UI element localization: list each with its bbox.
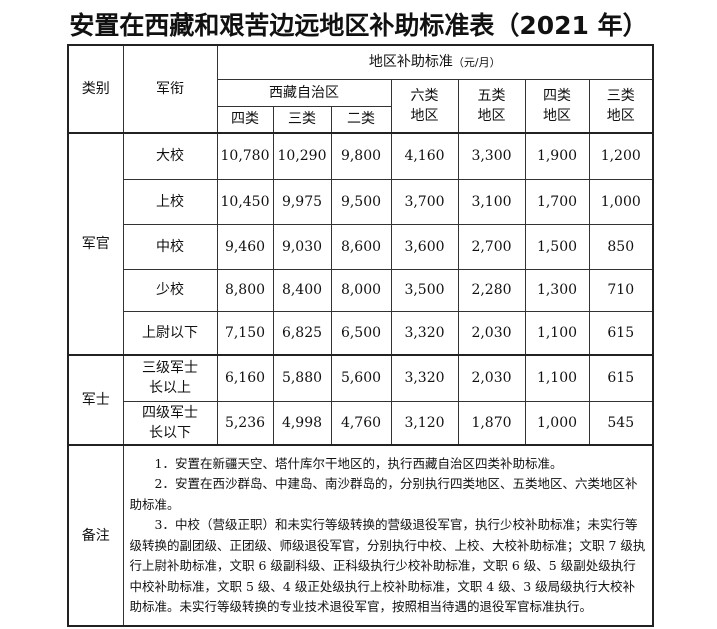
header-rank: 军衔: [122, 44, 218, 134]
rank-cell: 上尉以下: [122, 310, 218, 356]
value-cell: 6,160: [216, 354, 274, 402]
value-cell: 9,800: [330, 132, 392, 180]
value-cell: 5,236: [216, 400, 274, 446]
value-cell: 3,700: [390, 178, 459, 225]
table-row: 军士 三级军士长以上 6,160 5,880 5,600 3,320 2,030 1,100 6…: [67, 354, 654, 446]
header-tibet-3: 三类: [272, 105, 332, 134]
value-cell: 4,760: [330, 400, 392, 446]
value-cell: 5,600: [330, 354, 392, 402]
value-cell: 5,880: [272, 354, 332, 402]
rank-cell: 上校: [122, 178, 218, 225]
header-category: 类别: [67, 44, 124, 134]
value-cell: 545: [588, 400, 654, 446]
value-cell: 6,825: [272, 310, 332, 356]
value-cell: 3,100: [457, 178, 526, 225]
value-cell: 1,300: [524, 268, 590, 312]
value-cell: 3,600: [390, 223, 459, 270]
category-cell: 军官: [67, 132, 124, 356]
table-row: 少校 8,800 8,400 8,000 3,500 2,280 1,300 710: [68, 268, 654, 312]
value-cell: 710: [588, 268, 654, 312]
value-cell: 8,400: [272, 268, 332, 312]
subsidy-table: 类别 军衔 地区补助标准（元/月） 西藏自治区 六类 地区 五类 地区 四类 地…: [67, 44, 654, 627]
note-item: 3．中校（营级正职）和未实行等级转换的营级退役军官，执行少校补助标准；未实行等级…: [129, 517, 646, 614]
notes-label: 备注: [67, 444, 124, 627]
value-cell: 615: [588, 310, 654, 356]
value-cell: 8,000: [330, 268, 392, 312]
value-cell: 9,500: [330, 178, 392, 225]
notes-content: 1．安置在新疆天空、塔什库尔干地区的，执行西藏自治区四类补助标准。 2．安置在西…: [122, 444, 654, 627]
value-cell: 1,900: [524, 132, 590, 180]
header-tibet-2: 二类: [330, 105, 392, 134]
value-cell: 6,500: [330, 310, 392, 356]
header-region-5: 五类 地区: [457, 78, 526, 134]
value-cell: 1,500: [524, 223, 590, 270]
header-region-6: 六类 地区: [390, 78, 459, 134]
value-cell: 615: [588, 354, 654, 402]
value-cell: 4,998: [272, 400, 332, 446]
value-cell: 2,030: [457, 310, 526, 356]
value-cell: 3,320: [390, 310, 459, 356]
value-cell: 850: [588, 223, 654, 270]
header-region-4: 四类 地区: [524, 78, 590, 134]
value-cell: 2,030: [457, 354, 526, 402]
value-cell: 3,300: [457, 132, 526, 180]
rank-cell: 大校: [122, 132, 218, 180]
header-standard-label: 地区补助标准: [368, 53, 453, 70]
rank-cell: 三级军士长以上: [122, 354, 218, 402]
header-unit: （元/月）: [452, 55, 501, 69]
rank-cell: 四级军士长以下: [122, 400, 218, 446]
header-tibet-4: 四类: [216, 105, 274, 134]
table-row: 军官 大校 10,780 10,290 9,800 4,160 3,300 1,900 1,20…: [67, 132, 654, 356]
value-cell: 3,120: [390, 400, 459, 446]
value-cell: 4,160: [390, 132, 459, 180]
value-cell: 3,500: [390, 268, 459, 312]
value-cell: 10,290: [272, 132, 332, 180]
page-title: 安置在西藏和艰苦边远地区补助标准表（2021 年）: [69, 11, 648, 40]
value-cell: 2,280: [457, 268, 526, 312]
table-row: 四级军士长以下 5,236 4,998 4,760 3,120 1,870 1,000 545: [68, 400, 654, 446]
value-cell: 1,000: [588, 178, 654, 225]
value-cell: 1,870: [457, 400, 526, 446]
value-cell: 1,100: [524, 310, 590, 356]
table-row: 上尉以下 7,150 6,825 6,500 3,320 2,030 1,100 615: [68, 310, 654, 356]
value-cell: 8,800: [216, 268, 274, 312]
value-cell: 1,200: [588, 132, 654, 180]
value-cell: 9,975: [272, 178, 332, 225]
value-cell: 8,600: [330, 223, 392, 270]
header-tibet: 西藏自治区: [216, 78, 392, 107]
header-standard: 地区补助标准（元/月）: [216, 44, 654, 80]
table-row: 上校 10,450 9,975 9,500 3,700 3,100 1,700 1,000: [68, 178, 654, 225]
value-cell: 9,030: [272, 223, 332, 270]
value-cell: 9,460: [216, 223, 274, 270]
table-row: 中校 9,460 9,030 8,600 3,600 2,700 1,500 850: [68, 223, 654, 270]
value-cell: 10,780: [216, 132, 274, 180]
note-item: 2．安置在西沙群岛、中建岛、南沙群岛的，分别执行四类地区、五类地区、六类地区补助…: [129, 476, 638, 512]
value-cell: 10,450: [216, 178, 274, 225]
rank-cell: 少校: [122, 268, 218, 312]
value-cell: 1,100: [524, 354, 590, 402]
value-cell: 1,700: [524, 178, 590, 225]
category-cell: 军士: [67, 354, 124, 446]
value-cell: 3,320: [390, 354, 459, 402]
value-cell: 2,700: [457, 223, 526, 270]
header-region-3: 三类 地区: [588, 78, 654, 134]
note-item: 1．安置在新疆天空、塔什库尔干地区的，执行西藏自治区四类补助标准。: [154, 455, 563, 471]
value-cell: 7,150: [216, 310, 274, 356]
rank-cell: 中校: [122, 223, 218, 270]
value-cell: 1,000: [524, 400, 590, 446]
